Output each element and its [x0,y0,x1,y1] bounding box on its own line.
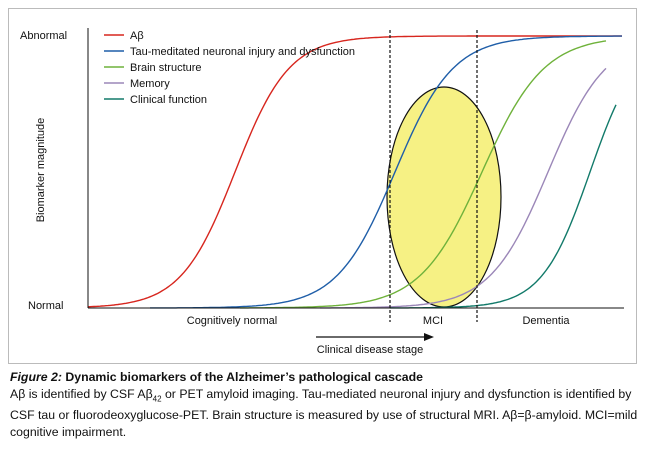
curves [87,35,622,309]
legend-label: Tau-meditated neuronal injury and dysfun… [130,46,355,58]
caption-label: Figure 2: [10,370,62,384]
curve [240,40,607,309]
x-label: Cognitively normal [187,315,277,327]
y-label-normal: Normal [28,300,63,312]
caption-subscript: 42 [152,394,162,404]
x-label: MCI [423,315,443,327]
legend: Aβ Tau-meditated neuronal injury and dysf… [104,30,355,106]
caption-text: Aβ is identified by CSF Aβ42 or PET amyl… [10,386,638,441]
caption: Figure 2: Dynamic biomarkers of the Alzh… [10,369,638,441]
y-label-abnormal: Abnormal [20,30,67,42]
legend-label: Brain structure [130,62,202,74]
figure: Abnormal Normal Biomarker magnitude Cogn… [8,8,637,364]
caption-title: Dynamic biomarkers of the Alzheimer’s pa… [65,370,424,384]
y-axis-title: Biomarker magnitude [35,118,47,223]
stage-arrow-head [424,333,434,341]
caption-part: or PET amyloid imaging. Tau-mediated neu… [10,387,638,440]
curve [87,35,622,308]
mci-ellipse [386,86,502,308]
legend-label: Clinical function [130,94,207,106]
arrow-label: Clinical disease stage [317,344,423,356]
curve [150,35,622,309]
legend-label: Memory [130,78,170,90]
legend-label: Aβ [130,30,144,42]
x-label: Dementia [522,315,570,327]
figure-border [8,8,637,364]
caption-part: Aβ is identified by CSF Aβ [10,387,153,401]
